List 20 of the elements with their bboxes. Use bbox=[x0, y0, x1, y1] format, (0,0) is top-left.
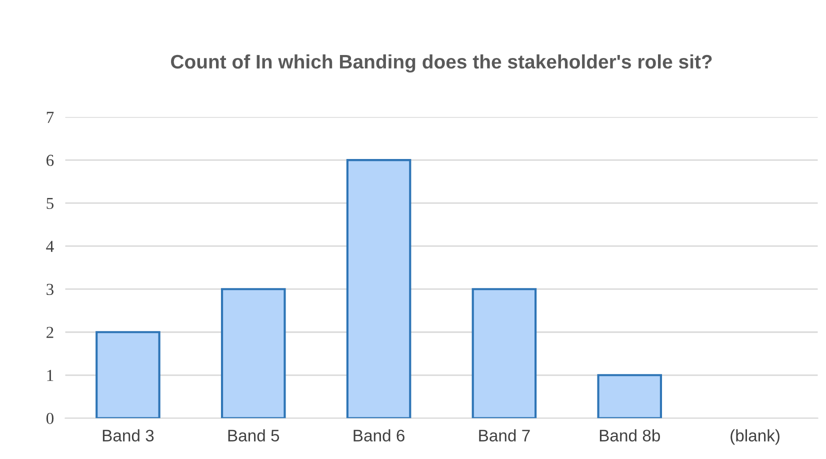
x-tick-label: (blank) bbox=[730, 429, 780, 445]
x-tick-label: Band 3 bbox=[102, 429, 154, 442]
x-tick-label: Band 8b bbox=[600, 429, 660, 442]
bar bbox=[220, 288, 286, 418]
x-tick-label: Band 7 bbox=[479, 429, 530, 442]
bar bbox=[346, 159, 412, 418]
chart-title: Count of In which Banding does the stakeholder's role sit? bbox=[171, 54, 712, 73]
y-tick-label: 3 bbox=[46, 284, 54, 296]
y-tick-label: 6 bbox=[46, 154, 54, 166]
x-tick-label: Band 6 bbox=[354, 429, 404, 442]
bar bbox=[597, 374, 662, 418]
bar bbox=[96, 331, 160, 418]
y-tick-label: 1 bbox=[47, 370, 54, 381]
y-tick-label: 5 bbox=[46, 198, 54, 210]
x-tick-label: Band 5 bbox=[228, 429, 280, 442]
y-tick-label: 0 bbox=[46, 412, 54, 424]
y-tick-label: 2 bbox=[46, 326, 54, 338]
y-tick-label: 7 bbox=[46, 112, 54, 123]
bar bbox=[472, 288, 537, 418]
y-tick-label: 4 bbox=[46, 240, 54, 252]
